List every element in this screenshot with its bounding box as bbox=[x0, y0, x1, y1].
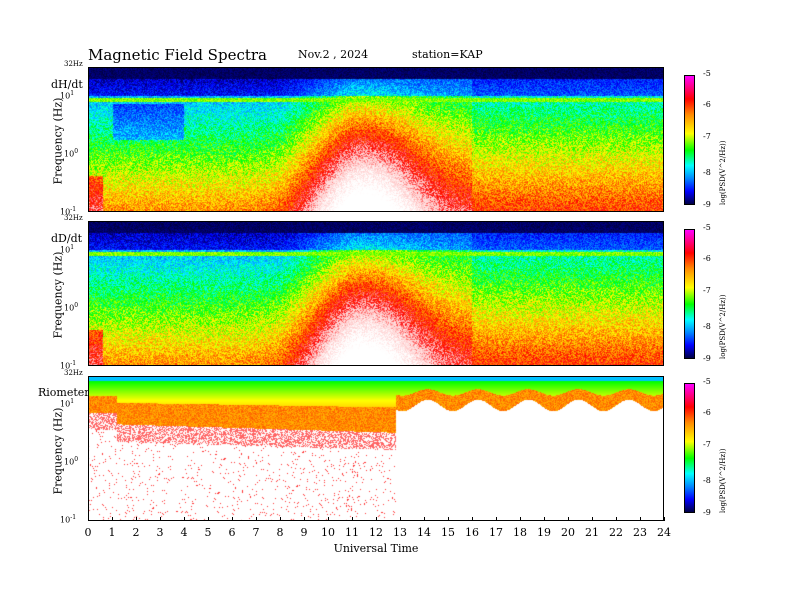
panel-1-y-tick-1: 100 bbox=[64, 148, 79, 159]
x-tick-label: 23 bbox=[633, 526, 647, 539]
x-tick-mark bbox=[544, 517, 545, 521]
panel-1-y-tick-2: 10-1 bbox=[60, 206, 77, 217]
panel-3-y-axis-label: Frequency (Hz) bbox=[51, 407, 65, 495]
panel-3-y-tick-0: 101 bbox=[60, 398, 75, 409]
x-tick-mark bbox=[112, 517, 113, 521]
x-tick-label: 9 bbox=[300, 526, 308, 539]
panel-2-spectrogram bbox=[88, 221, 664, 366]
x-tick-mark bbox=[664, 517, 665, 521]
x-tick-mark bbox=[184, 517, 185, 521]
panel-3-colorbar-tick-0: -5 bbox=[703, 377, 711, 386]
panel-3-label: Riometer bbox=[38, 386, 90, 399]
panel-3-colorbar bbox=[684, 383, 695, 513]
x-tick-label: 1 bbox=[108, 526, 116, 539]
panel-1-y-tick-0: 101 bbox=[60, 90, 75, 101]
x-tick-label: 20 bbox=[561, 526, 575, 539]
panel-3-y-tick-2: 10-1 bbox=[60, 514, 77, 525]
x-axis: 0 1 2 3 4 5 6 7 8 9 10 11 12 13 14 15 16 17 18 19 20 21 22 23 24 bbox=[84, 517, 671, 541]
panel-1-colorbar-tick-1: -6 bbox=[703, 100, 711, 109]
panel-2-y-tick-2: 10-1 bbox=[60, 360, 77, 371]
x-tick-mark bbox=[88, 517, 89, 521]
x-tick-mark bbox=[376, 517, 377, 521]
panel-2-y-tick-1: 100 bbox=[64, 302, 79, 313]
panel-3-top-frequency-label: 32Hz bbox=[64, 369, 83, 377]
x-tick-label: 8 bbox=[276, 526, 284, 539]
x-tick-label: 10 bbox=[321, 526, 335, 539]
x-tick-mark bbox=[616, 517, 617, 521]
x-tick-label: 13 bbox=[393, 526, 407, 539]
x-tick-label: 15 bbox=[441, 526, 455, 539]
x-tick-label: 22 bbox=[609, 526, 623, 539]
x-tick-mark bbox=[400, 517, 401, 521]
panel-2-top-frequency-label: 32Hz bbox=[64, 214, 83, 222]
panel-1-colorbar-label: log(PSD(V^2/Hz)) bbox=[719, 140, 727, 205]
panel-2-y-axis-label: Frequency (Hz) bbox=[51, 251, 65, 339]
x-tick-mark bbox=[640, 517, 641, 521]
panel-3-spectrogram bbox=[88, 376, 664, 521]
panel-2-colorbar-tick-3: -8 bbox=[703, 322, 711, 331]
x-tick-mark bbox=[232, 517, 233, 521]
panel-2-y-tick-0: 101 bbox=[60, 244, 75, 255]
panel-3-y-tick-1: 100 bbox=[64, 456, 79, 467]
panel-1-colorbar-tick-3: -8 bbox=[703, 168, 711, 177]
panel-2-colorbar-label: log(PSD(V^2/Hz)) bbox=[719, 294, 727, 359]
x-tick-label: 19 bbox=[537, 526, 551, 539]
x-tick-label: 3 bbox=[156, 526, 164, 539]
x-tick-label: 17 bbox=[489, 526, 503, 539]
x-tick-label: 5 bbox=[204, 526, 212, 539]
x-axis-title: Universal Time bbox=[333, 542, 419, 555]
panel-1-colorbar-tick-2: -7 bbox=[703, 132, 711, 141]
x-tick-mark bbox=[520, 517, 521, 521]
x-tick-mark bbox=[160, 517, 161, 521]
x-tick-mark bbox=[256, 517, 257, 521]
panel-3-colorbar-tick-2: -7 bbox=[703, 440, 711, 449]
x-tick-mark bbox=[328, 517, 329, 521]
chart-title: Magnetic Field Spectra bbox=[88, 46, 267, 64]
panel-2-colorbar-tick-0: -5 bbox=[703, 223, 711, 232]
x-tick-label: 24 bbox=[657, 526, 671, 539]
x-tick-mark bbox=[352, 517, 353, 521]
x-tick-label: 4 bbox=[180, 526, 188, 539]
panel-3-colorbar-tick-1: -6 bbox=[703, 408, 711, 417]
x-tick-label: 12 bbox=[369, 526, 383, 539]
panel-2-label: dD/dt bbox=[51, 232, 83, 245]
x-tick-label: 2 bbox=[132, 526, 140, 539]
panel-1-colorbar-tick-4: -9 bbox=[703, 200, 711, 209]
x-tick-mark bbox=[136, 517, 137, 521]
panel-3-colorbar-tick-3: -8 bbox=[703, 476, 711, 485]
panel-2-colorbar-tick-2: -7 bbox=[703, 286, 711, 295]
x-tick-mark bbox=[472, 517, 473, 521]
x-tick-label: 14 bbox=[417, 526, 431, 539]
panel-1-label: dH/dt bbox=[51, 78, 83, 91]
panel-2-colorbar bbox=[684, 229, 695, 359]
x-tick-label: 11 bbox=[345, 526, 359, 539]
x-tick-mark bbox=[304, 517, 305, 521]
station-label: station=KAP bbox=[412, 48, 483, 61]
panel-1-colorbar-tick-0: -5 bbox=[703, 69, 711, 78]
panel-1-colorbar bbox=[684, 75, 695, 205]
x-tick-label: 21 bbox=[585, 526, 599, 539]
panel-2-colorbar-tick-1: -6 bbox=[703, 254, 711, 263]
x-tick-label: 7 bbox=[252, 526, 260, 539]
panel-3-colorbar-label: log(PSD(V^2/Hz)) bbox=[719, 448, 727, 513]
x-tick-label: 6 bbox=[228, 526, 236, 539]
panel-3-colorbar-tick-4: -9 bbox=[703, 508, 711, 517]
panel-1-y-axis-label: Frequency (Hz) bbox=[51, 97, 65, 185]
x-tick-label: 18 bbox=[513, 526, 527, 539]
x-tick-mark bbox=[448, 517, 449, 521]
x-tick-mark bbox=[208, 517, 209, 521]
panel-2-colorbar-tick-4: -9 bbox=[703, 354, 711, 363]
panel-1-top-frequency-label: 32Hz bbox=[64, 60, 83, 68]
chart-date: Nov.2 , 2024 bbox=[298, 48, 369, 61]
panel-1-spectrogram bbox=[88, 67, 664, 212]
x-tick-mark bbox=[280, 517, 281, 521]
x-tick-mark bbox=[592, 517, 593, 521]
x-tick-mark bbox=[424, 517, 425, 521]
x-tick-label: 16 bbox=[465, 526, 479, 539]
x-tick-mark bbox=[568, 517, 569, 521]
x-tick-label: 0 bbox=[84, 526, 92, 539]
x-tick-mark bbox=[496, 517, 497, 521]
